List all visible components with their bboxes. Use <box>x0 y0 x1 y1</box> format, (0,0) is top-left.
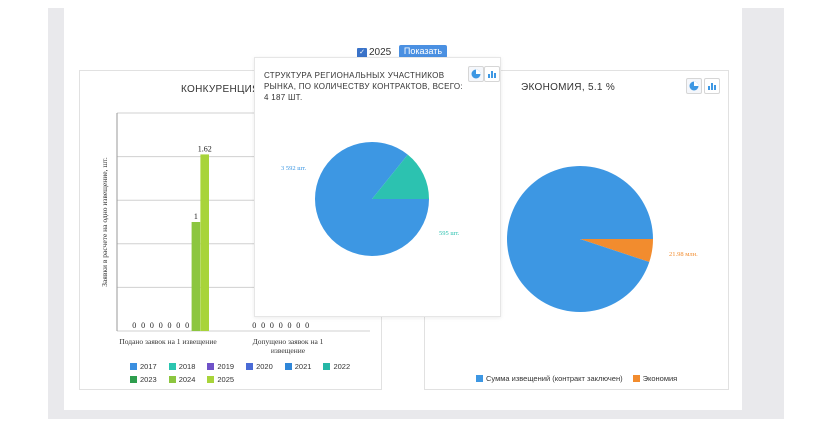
legend-item[interactable]: 2022 <box>323 362 350 371</box>
legend-swatch <box>168 363 176 370</box>
data-label: 0 <box>261 321 265 330</box>
legend-swatch <box>632 375 640 382</box>
economy-legend: Сумма извещений (контракт заключен) Экон… <box>476 374 677 383</box>
legend-swatch <box>130 363 137 370</box>
data-label: 0 <box>296 321 300 330</box>
data-label: 595 шт. <box>439 230 460 237</box>
legend-item[interactable]: 2021 <box>284 362 312 371</box>
legend-label: 2024 <box>178 375 196 384</box>
legend-row: 2017 2018 2019 2020 2021 2022 <box>130 362 350 371</box>
data-label: 0 <box>288 321 292 330</box>
legend-swatch <box>476 375 483 382</box>
bar <box>191 222 201 331</box>
legend-label: Экономия <box>642 374 678 383</box>
competition-bar-chart: Заявки в расчете на одно извещение, шт. 0… <box>100 112 370 355</box>
pie-chart-icon[interactable] <box>468 66 484 82</box>
data-label: 21.98 млн. <box>669 251 698 258</box>
legend-swatch <box>284 363 292 370</box>
year-label: 2025 <box>369 47 392 58</box>
legend-label: 2020 <box>256 362 273 371</box>
legend-item[interactable]: 2019 <box>207 362 234 371</box>
economy-title: ЭКОНОМИЯ, 5.1 % <box>521 82 616 93</box>
data-label: 0 <box>279 321 283 330</box>
legend-label: 2021 <box>294 362 312 371</box>
legend-label: Сумма извещений (контракт заключен) <box>486 374 623 383</box>
pie-slice <box>580 239 653 262</box>
data-label: 0 <box>305 321 309 330</box>
pie-chart-icon[interactable] <box>686 78 702 94</box>
x-tick-label: Допущено заявок на 1 <box>253 337 324 346</box>
legend-swatch <box>130 376 137 383</box>
x-tick-label: извещение <box>271 346 306 355</box>
legend-item[interactable]: 2017 <box>130 362 157 371</box>
pie-slice <box>507 165 653 312</box>
economy-pie-chart: 21.98 млн. <box>507 165 698 312</box>
data-label: 0 <box>159 321 163 330</box>
legend-item[interactable]: 2025 <box>207 375 234 384</box>
structure-panel: СТРУКТУРА РЕГИОНАЛЬНЫХ УЧАСТНИКОВ РЫНКА,… <box>254 57 501 317</box>
show-button[interactable]: Показать <box>399 45 447 58</box>
x-tick-label: Подано заявок на 1 извещение <box>119 337 217 346</box>
legend-label: 2019 <box>217 362 235 371</box>
data-label: 0 <box>141 321 145 330</box>
structure-pie-chart: 3 592 шт. 595 шт. <box>281 142 460 256</box>
bar <box>200 154 209 331</box>
data-label: 0 <box>168 321 172 330</box>
legend-item-economy[interactable]: Экономия <box>632 374 678 383</box>
legend-item-sum[interactable]: Сумма извещений (контракт заключен) <box>476 374 623 383</box>
legend-swatch <box>207 376 215 383</box>
legend-label: 2025 <box>217 375 235 384</box>
data-label: 1 <box>194 212 198 221</box>
competition-title: КОНКУРЕНЦИЯ <box>181 84 260 95</box>
legend-label: 2023 <box>140 375 157 384</box>
legend-item[interactable]: 2023 <box>130 375 157 384</box>
data-label: 0 <box>176 321 180 330</box>
y-axis-label: Заявки в расчете на одно извещение, шт. <box>100 157 109 287</box>
bar-chart-icon[interactable] <box>704 78 720 94</box>
pie-slice <box>372 154 429 199</box>
data-label: 1.62 <box>198 144 212 153</box>
bar-chart-icon[interactable] <box>484 66 500 82</box>
legend-item[interactable]: 2018 <box>168 362 196 371</box>
legend-label: 2017 <box>140 362 157 371</box>
legend-swatch <box>207 363 215 370</box>
legend-swatch <box>246 363 254 370</box>
legend-label: 2022 <box>333 362 351 371</box>
legend-label: 2018 <box>178 362 196 371</box>
structure-title: СТРУКТУРА РЕГИОНАЛЬНЫХ УЧАСТНИКОВ РЫНКА,… <box>264 71 463 102</box>
legend-swatch <box>323 363 331 370</box>
data-label: 3 592 шт. <box>281 165 307 172</box>
legend-item[interactable]: 2020 <box>246 362 273 371</box>
data-label: 0 <box>185 321 189 330</box>
data-label: 0 <box>150 321 154 330</box>
data-label: 0 <box>270 321 274 330</box>
data-label: 0 <box>132 321 136 330</box>
data-label: 0 <box>252 321 256 330</box>
legend-row: 2023 2024 2025 <box>130 375 350 384</box>
legend-swatch <box>168 376 176 383</box>
year-checkbox[interactable]: ✓ <box>357 47 367 58</box>
competition-legend: 2017 2018 2019 2020 2021 2022 2023 2024 2025 <box>130 362 350 388</box>
legend-item[interactable]: 2024 <box>168 375 196 384</box>
